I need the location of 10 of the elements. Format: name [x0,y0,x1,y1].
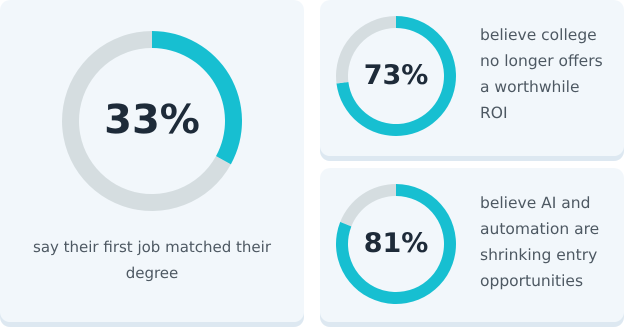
data-label: 33% [104,97,200,143]
data-label: 81% [364,228,428,259]
data-label: 73% [364,60,428,91]
text: believe college no longer offers a worthwhile ROI [480,25,604,124]
text: believe AI and automation are shrinking entry opportunities [480,193,600,292]
text: say their first job matched their degree [32,237,272,284]
donut-slice [336,184,456,304]
donut-slice [340,184,396,226]
donut-slice [62,31,231,211]
donut-slice [336,16,456,136]
